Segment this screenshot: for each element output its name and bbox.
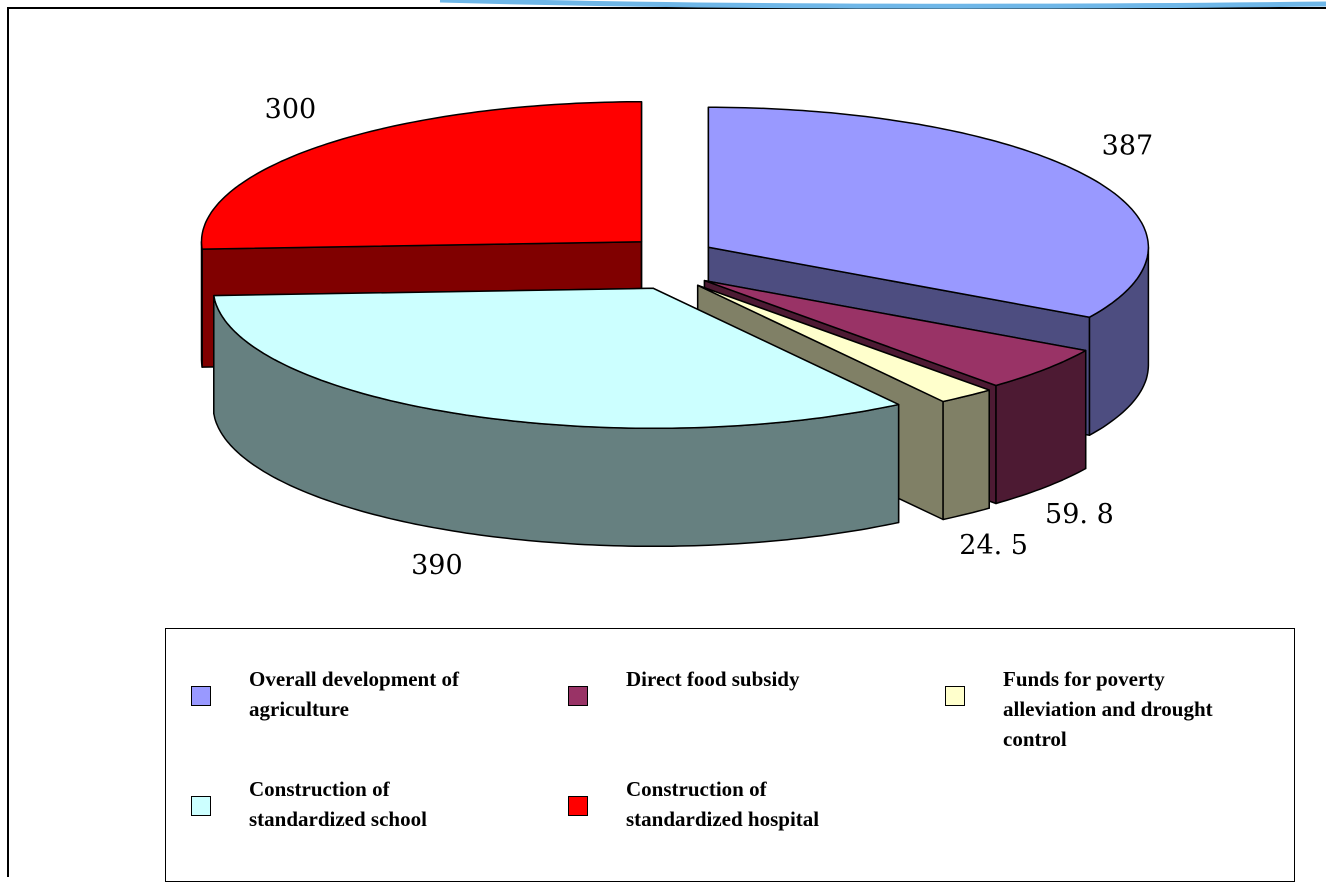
legend-label: Construction of standardized school xyxy=(249,777,427,831)
legend-label: Direct food subsidy xyxy=(626,667,800,691)
decoration xyxy=(439,0,1326,9)
legend-item: Overall development of agriculture xyxy=(191,664,491,724)
legend-swatch xyxy=(568,686,588,706)
data-label: 300 xyxy=(265,94,317,125)
legend-label: Construction of standardized hospital xyxy=(626,777,820,831)
slice-side xyxy=(942,389,990,521)
legend-swatch xyxy=(945,686,965,706)
slice xyxy=(213,287,900,430)
slice xyxy=(696,284,990,403)
legend-item: Direct food subsidy xyxy=(568,664,868,706)
legend-label: Funds for poverty alleviation and drough… xyxy=(1003,667,1213,751)
frame xyxy=(7,7,1326,877)
slice xyxy=(707,106,1150,318)
slice xyxy=(200,101,643,250)
data-label: 24. 5 xyxy=(959,530,1028,561)
legend-item: Funds for poverty alleviation and drough… xyxy=(945,664,1245,754)
legend-swatch xyxy=(191,796,211,816)
data-label: 59. 8 xyxy=(1045,499,1114,530)
legend-item: Construction of standardized hospital xyxy=(568,774,868,834)
legend: Overall development of agriculture Direct… xyxy=(165,628,1295,882)
slice-side xyxy=(200,241,203,368)
data-label: 390 xyxy=(411,550,463,581)
legend-item: Construction of standardized school xyxy=(191,774,491,834)
legend-label: Overall development of agriculture xyxy=(249,667,459,721)
data-label: 387 xyxy=(1102,131,1154,162)
slice xyxy=(703,279,1087,387)
legend-swatch xyxy=(568,796,588,816)
legend-swatch xyxy=(191,686,211,706)
